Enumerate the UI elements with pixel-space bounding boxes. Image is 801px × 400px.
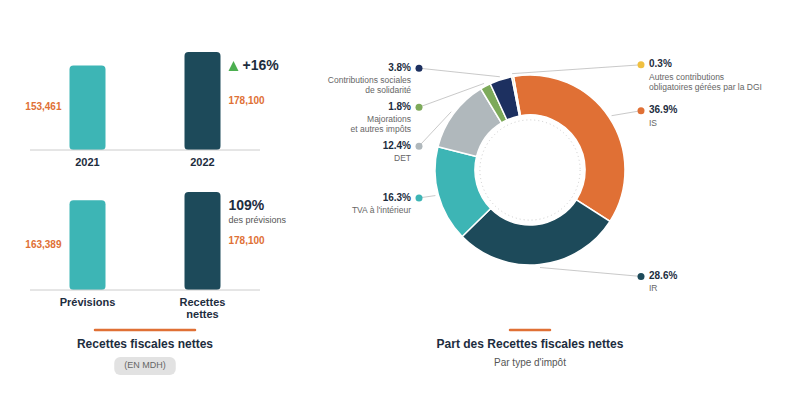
data-label: 28.6% (649, 270, 677, 281)
category-label: Prévisions (60, 296, 116, 308)
category-label: 2022 (190, 156, 214, 168)
data-label: 0.3% (649, 58, 672, 69)
bars (70, 52, 221, 150)
category-label: IR (649, 283, 658, 293)
subtitle: Par type d'impôt (494, 357, 566, 368)
category-label: TVA à l'intérieur (352, 205, 411, 215)
donut-slice (514, 75, 625, 221)
data-label: 153,461 (25, 101, 62, 112)
leader-line (540, 267, 641, 276)
title-underline (95, 329, 195, 332)
bar (185, 52, 221, 150)
bar-chart: 2021 153,461 2022 178,100 +16% (25, 52, 279, 168)
label-dot (416, 143, 423, 150)
category-label: 2021 (75, 156, 99, 168)
leader-line (419, 83, 484, 107)
chart-canvas: 2021 153,461 2022 178,100 +16% Prévisions 163,… (0, 0, 801, 400)
data-label: 178,100 (229, 95, 266, 106)
pie-chart: 0.3% Autres contributionsobligatoires gér… (328, 58, 762, 293)
title: Recettes fiscales nettes (77, 337, 213, 351)
category-label: Recettesnettes (180, 296, 226, 320)
donut-slice (435, 147, 491, 237)
category-label: Autres contributionsobligatoires gérées … (649, 72, 762, 92)
label-dot (416, 194, 423, 201)
data-label: 1.8% (388, 101, 411, 112)
label-dot (416, 104, 423, 111)
category-label: DET (394, 153, 411, 163)
data-label: 163,389 (25, 239, 62, 250)
annotation: +16% (243, 57, 280, 73)
label-dot (638, 107, 645, 114)
inner-ring (480, 120, 580, 220)
annotation: 109% (229, 197, 265, 213)
data-label: 3.8% (388, 62, 411, 73)
bar (70, 66, 106, 150)
category-label: Majorationset autres impôts (351, 114, 411, 134)
leader-line (612, 111, 641, 116)
label-dot (638, 61, 645, 68)
baseline (30, 150, 260, 151)
subtitle-pill (114, 357, 176, 375)
bars (70, 192, 221, 290)
subtitle: (EN MDH) (124, 360, 166, 370)
leader-line (419, 112, 451, 146)
annotation: des prévisions (229, 215, 287, 225)
up-triangle (229, 61, 239, 71)
label-dot (638, 273, 645, 280)
data-label: 36.9% (649, 104, 677, 115)
category-label: IS (649, 118, 657, 128)
data-label: 12.4% (383, 140, 411, 151)
data-label: 178,100 (229, 235, 266, 246)
bar (70, 200, 106, 290)
title-underline (510, 329, 550, 332)
bar (185, 192, 221, 290)
title: Part des Recettes fiscales nettes (437, 337, 624, 351)
baseline (30, 290, 260, 291)
data-label: 16.3% (383, 192, 411, 203)
category-label: Contributions socialesde solidarité (328, 75, 411, 95)
donut-slice (512, 76, 521, 115)
leader-line (512, 65, 641, 74)
label-dot (416, 65, 423, 72)
bar-chart: Prévisions 163,389 Recettesnettes 178,100 10… (25, 192, 286, 320)
leader-line (419, 68, 500, 77)
